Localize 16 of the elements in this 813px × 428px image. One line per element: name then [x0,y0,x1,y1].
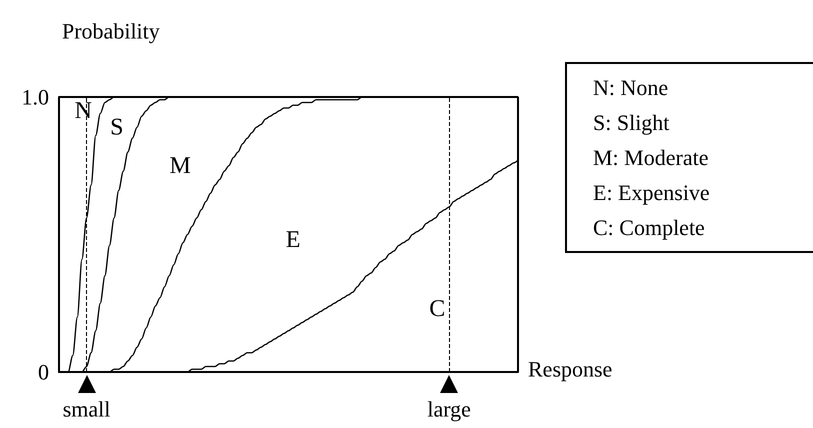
text: C: Complete [593,214,706,242]
text: N: None [593,74,670,102]
annotation: N [74,98,92,124]
text: E: Expensive [593,179,711,207]
annotation: S [110,114,124,140]
y-axis-title: Probability [62,18,160,44]
annotation: M [170,152,191,179]
x-tick-label: small [62,396,110,422]
annotation: C [429,296,446,322]
x-axis-title: Response [528,356,612,382]
text: S: Slight [593,109,670,137]
y-tick-label: 0 [38,360,49,384]
annotation: E [286,227,300,253]
x-tick-label: large [427,396,471,422]
y-tick-label: 1.0 [22,84,49,110]
text: M: Moderate [593,144,710,172]
